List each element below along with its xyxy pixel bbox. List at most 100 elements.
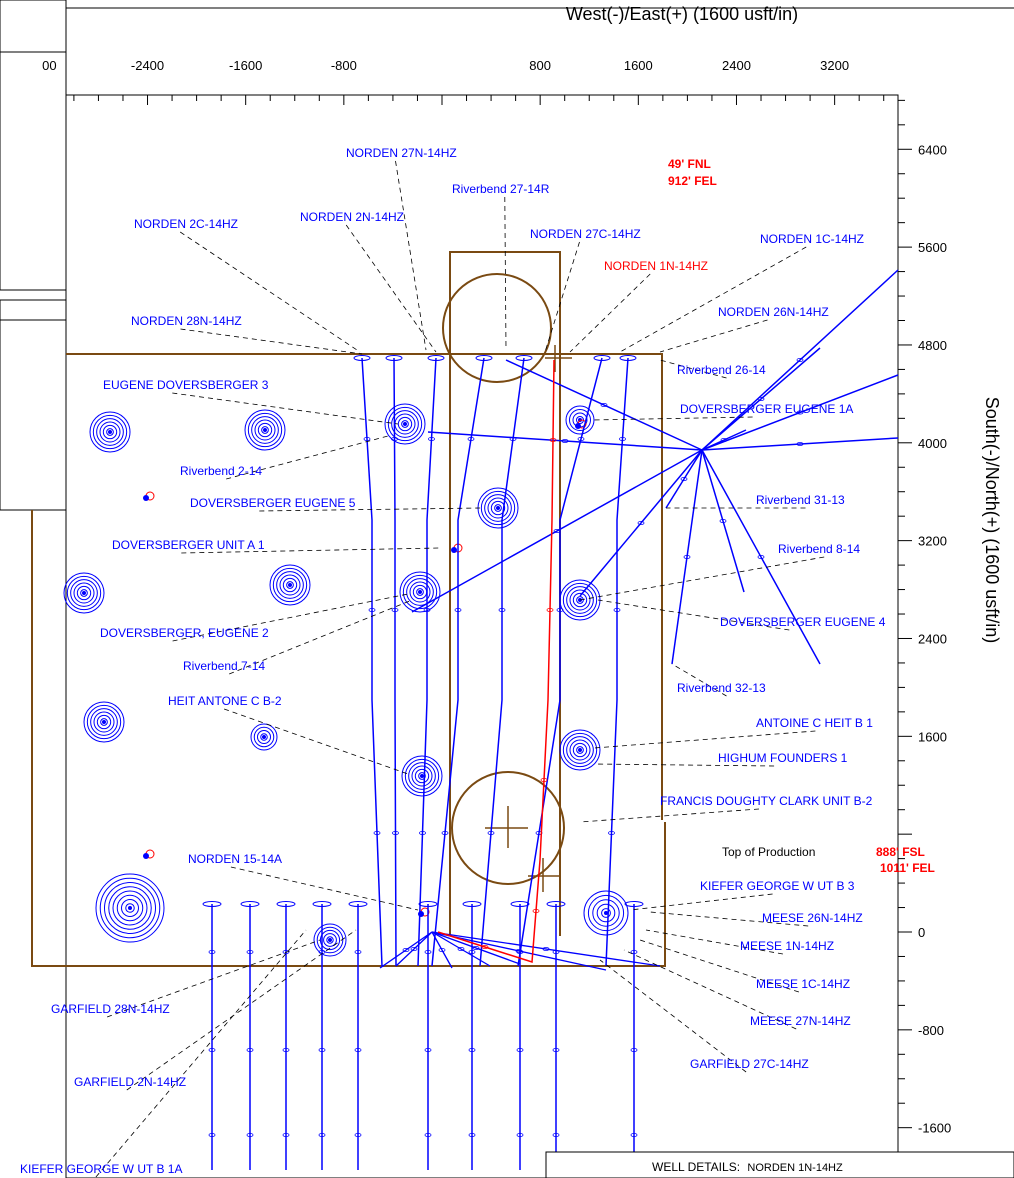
- ring: [95, 873, 165, 943]
- position-marker: [392, 831, 399, 836]
- lateral-heel: [202, 901, 222, 907]
- position-marker: [468, 950, 476, 955]
- position-marker: [246, 950, 254, 955]
- position-marker: [540, 778, 548, 783]
- north-section-line-2: 912' FEL: [668, 174, 717, 188]
- position-marker: [424, 950, 432, 955]
- lateral-toe: [593, 355, 611, 361]
- leader-line: [593, 763, 775, 767]
- ring-center: [418, 590, 422, 594]
- leader-line: [181, 547, 441, 554]
- leader-line: [345, 224, 437, 353]
- position-marker: [454, 608, 462, 613]
- ring: [569, 409, 591, 431]
- well-label: EUGENE DOVERSBERGER 3: [103, 378, 269, 392]
- riverbend-spoke: [579, 449, 703, 597]
- ring: [63, 572, 105, 614]
- position-marker: [630, 1133, 638, 1138]
- position-marker: [468, 1133, 476, 1138]
- well-label: GARFIELD 27C-14HZ: [690, 1057, 809, 1071]
- position-marker: [424, 1133, 432, 1138]
- rings-garfield: [313, 923, 347, 957]
- position-marker: [441, 831, 449, 836]
- ring: [86, 704, 122, 740]
- leader-line: [172, 593, 409, 642]
- ring: [391, 410, 419, 438]
- ring: [490, 500, 506, 516]
- ring: [484, 494, 512, 522]
- leader-line: [172, 392, 399, 425]
- x-tick-label: 3200: [820, 58, 849, 73]
- well-label: Riverbend 27-14R: [452, 182, 550, 196]
- lateral-ns: [393, 357, 397, 967]
- ring: [494, 504, 502, 512]
- surface-dot: [451, 547, 457, 553]
- position-marker: [552, 1133, 560, 1138]
- position-marker: [796, 357, 804, 362]
- riverbend-spoke: [427, 431, 703, 451]
- ring: [572, 742, 588, 758]
- well-label: NORDEN 27N-14HZ: [346, 146, 457, 160]
- rings-antoine-b1: [559, 729, 601, 771]
- ring: [104, 882, 156, 934]
- ring: [99, 421, 121, 443]
- position-marker: [282, 1133, 290, 1138]
- lateral-heel: [462, 901, 482, 907]
- leader-line: [591, 416, 753, 421]
- rings-eugene-2: [399, 571, 441, 613]
- ring: [66, 575, 102, 611]
- position-marker: [468, 1048, 476, 1053]
- position-marker: [561, 438, 569, 443]
- lateral-heel: [624, 901, 644, 907]
- ring: [106, 428, 114, 436]
- well-details-prefix: WELL DETAILS:: [652, 1160, 740, 1174]
- well-label: NORDEN 1C-14HZ: [760, 232, 864, 246]
- position-marker: [553, 529, 561, 534]
- ring-center: [108, 430, 112, 434]
- ring: [276, 571, 304, 599]
- ring-center: [102, 720, 106, 724]
- position-marker: [516, 1048, 524, 1053]
- position-marker: [613, 608, 621, 613]
- ring: [411, 765, 433, 787]
- lateral-toe: [427, 355, 445, 361]
- ring: [76, 585, 92, 601]
- well-label: NORDEN 15-14A: [188, 852, 282, 866]
- leader-line: [599, 959, 747, 1073]
- x-tick-label: -800: [331, 58, 357, 73]
- y-tick-label: 3200: [918, 534, 947, 549]
- riverbend-spoke: [665, 449, 703, 509]
- well-details-label: WELL DETAILS: NORDEN 1N-14HZ: [652, 1160, 843, 1174]
- leader-line: [639, 939, 800, 993]
- leader-line: [593, 730, 816, 749]
- lateral-ns: [431, 357, 485, 967]
- x-tick-label: 800: [529, 58, 551, 73]
- position-marker: [720, 437, 728, 442]
- ring: [319, 929, 341, 951]
- lateral-toe: [619, 355, 637, 361]
- position-marker: [246, 1048, 254, 1053]
- lateral-toe: [515, 355, 533, 361]
- position-marker: [208, 950, 216, 955]
- ring: [569, 589, 591, 611]
- position-marker: [354, 1133, 362, 1138]
- x-tick-label: 00: [42, 58, 56, 73]
- y-tick-label: -1600: [918, 1121, 951, 1136]
- ring-center: [263, 428, 267, 432]
- ring: [487, 497, 509, 519]
- ring: [251, 416, 279, 444]
- ring: [397, 416, 413, 432]
- position-marker: [516, 1133, 524, 1138]
- lease-line-south: [31, 510, 666, 967]
- left-panel-lower: [0, 299, 67, 511]
- rings-eugene-5: [477, 487, 519, 529]
- well-label: KIEFER GEORGE W UT B 3: [700, 879, 855, 893]
- riverbend-spoke: [505, 359, 703, 451]
- ring: [416, 588, 424, 596]
- rings-heit-b2-2: [401, 755, 443, 797]
- y-tick-label: 5600: [918, 240, 947, 255]
- position-marker: [423, 608, 431, 613]
- ring: [254, 419, 276, 441]
- well-labels: NORDEN 27N-14HZ Riverbend 27-14R NORDEN 2C…: [20, 146, 886, 1176]
